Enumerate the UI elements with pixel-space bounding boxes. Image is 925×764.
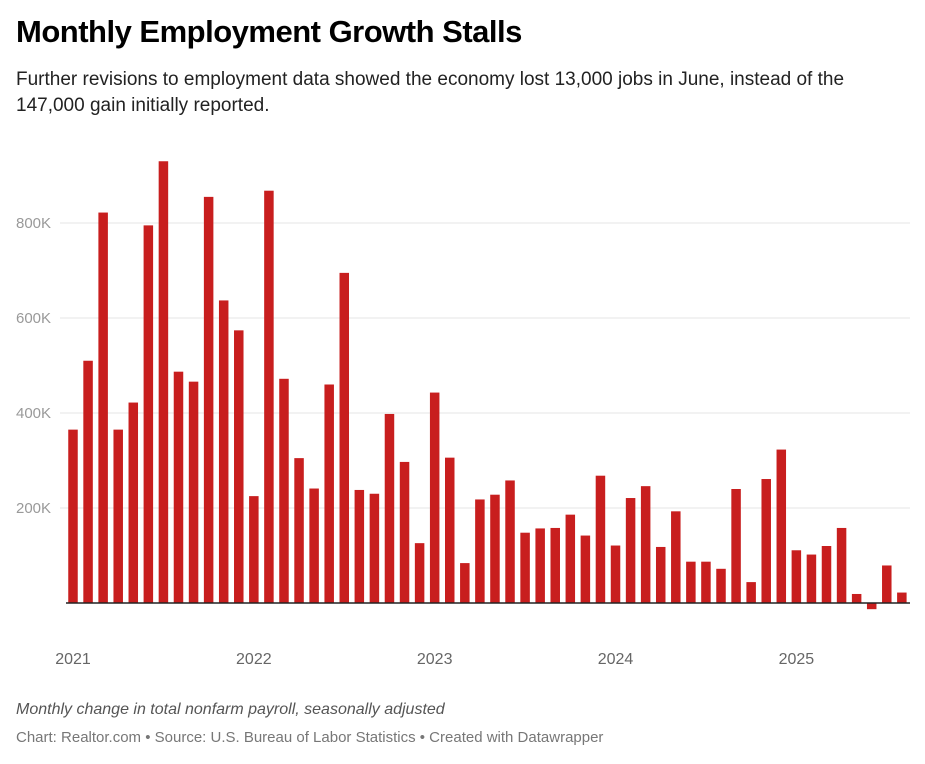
bar [505, 480, 515, 603]
x-tick-label: 2025 [779, 651, 815, 668]
bars [68, 161, 907, 610]
bar [68, 429, 78, 603]
bar-chart: 200K 400K 600K 800K 2021 2022 2023 2024 2025 [16, 161, 910, 668]
y-tick-label: 800K [16, 215, 51, 232]
x-tick-label: 2021 [55, 651, 91, 668]
bar [731, 489, 741, 603]
bar [671, 511, 681, 603]
bar [595, 475, 606, 603]
bar [279, 378, 289, 603]
bar [384, 413, 395, 603]
bar [776, 449, 787, 603]
bar [716, 568, 726, 603]
bar [158, 161, 169, 603]
bar [791, 550, 802, 603]
chart-notes: Monthly change in total nonfarm payroll,… [16, 701, 445, 718]
bar [550, 527, 560, 603]
bar [761, 479, 771, 603]
bar [475, 499, 485, 603]
bar [354, 489, 365, 603]
bar [143, 225, 154, 603]
y-axis-ticks: 200K 400K 600K 800K [16, 215, 51, 517]
bar [128, 402, 139, 603]
bar [369, 493, 380, 603]
x-tick-label: 2024 [598, 651, 634, 668]
bar [203, 196, 214, 603]
bar [294, 458, 304, 603]
y-tick-label: 600K [16, 310, 51, 327]
bar [414, 543, 425, 603]
bar [851, 593, 862, 603]
bar [640, 486, 651, 603]
bar [249, 496, 259, 603]
bar [445, 457, 455, 603]
bar [324, 384, 334, 603]
bar [625, 498, 636, 603]
bar [806, 554, 817, 603]
bar [746, 582, 756, 603]
chart-title: Monthly Employment Growth Stalls [16, 14, 522, 49]
bar [83, 360, 93, 603]
bar [866, 603, 877, 610]
bar [610, 545, 621, 603]
bar [882, 565, 892, 603]
chart-credits: Chart: Realtor.com • Source: U.S. Bureau… [16, 729, 604, 746]
bar [520, 532, 530, 603]
bar [429, 392, 440, 603]
x-axis-ticks: 2021 2022 2023 2024 2025 [55, 651, 814, 668]
bar [309, 488, 319, 603]
chart-subtitle: Further revisions to employment data sho… [16, 69, 845, 116]
bar [188, 381, 199, 603]
bar [339, 272, 350, 603]
bar [565, 514, 576, 603]
bar [490, 494, 500, 603]
bar [399, 461, 410, 603]
bar [686, 561, 696, 603]
y-tick-label: 400K [16, 405, 51, 422]
bar [113, 429, 123, 603]
x-tick-label: 2022 [236, 651, 272, 668]
bar [701, 561, 711, 603]
bar [460, 563, 470, 603]
bar [535, 528, 545, 603]
bar [264, 190, 274, 603]
bar [218, 300, 229, 603]
bar [580, 535, 591, 603]
bar [655, 546, 666, 603]
x-tick-label: 2023 [417, 651, 453, 668]
bar [897, 592, 907, 603]
bar [836, 527, 847, 603]
y-tick-label: 200K [16, 500, 51, 517]
bar [173, 371, 184, 603]
bar [234, 330, 244, 603]
bar [98, 212, 108, 604]
bar [821, 546, 832, 603]
